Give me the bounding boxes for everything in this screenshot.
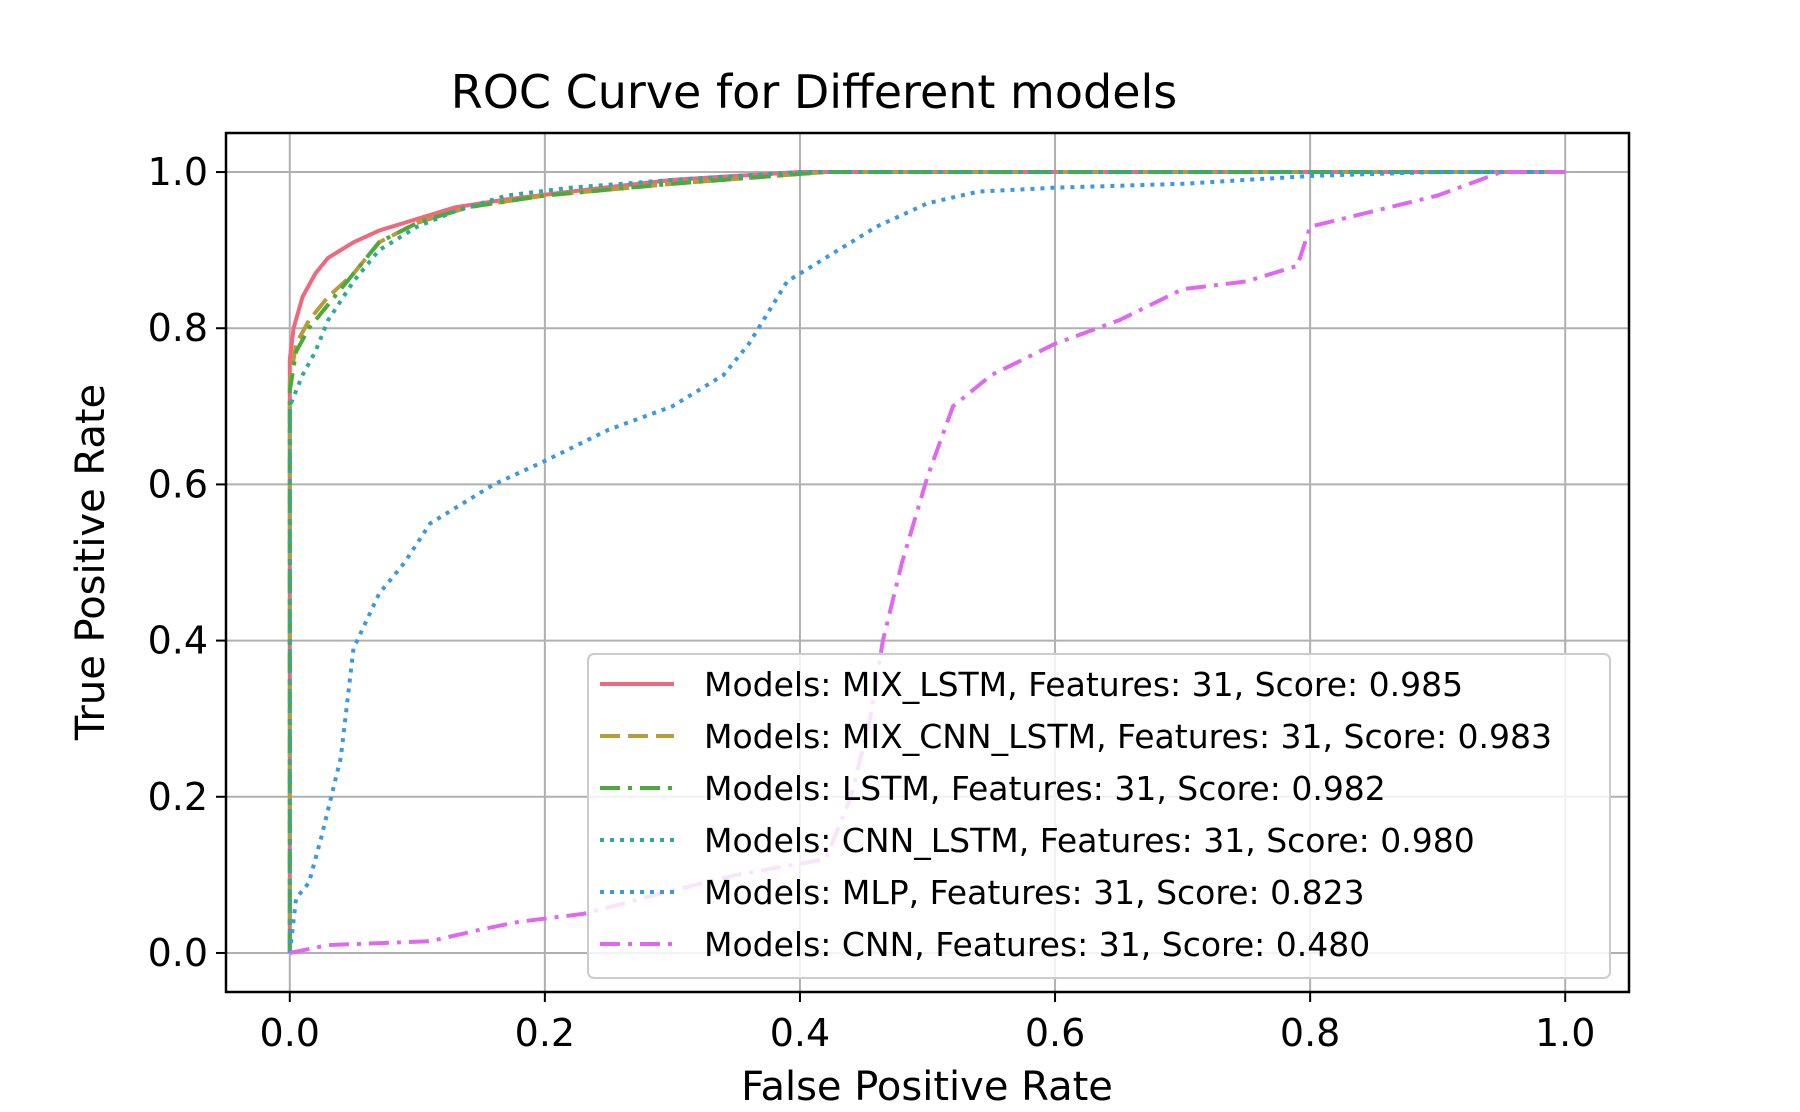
legend: Models: MIX_LSTM, Features: 31, Score: 0… <box>587 653 1611 979</box>
chart-title: ROC Curve for Different models <box>451 65 1178 119</box>
legend-entry: Models: MIX_LSTM, Features: 31, Score: 0… <box>704 665 1463 704</box>
plot-series <box>287 170 1566 955</box>
x-tick-label: 0.6 <box>1025 1011 1085 1055</box>
plot-frame <box>224 131 1631 994</box>
series-line <box>289 170 1566 955</box>
y-tick-label: 0.6 <box>148 462 208 506</box>
series-line <box>287 170 1566 953</box>
x-axis-label: False Positive Rate <box>741 1064 1113 1110</box>
axis-ticks: 0.0 0.2 0.4 0.6 0.8 1.0 0.0 0.2 0.4 0.6 0.8 1.0 <box>148 150 1596 1055</box>
x-tick-label: 0.4 <box>770 1011 830 1055</box>
x-tick-label: 0.0 <box>260 1011 320 1055</box>
y-tick-label: 0.0 <box>148 931 208 975</box>
legend-entry: Models: MLP, Features: 31, Score: 0.823 <box>704 873 1365 912</box>
legend-entry: Models: MIX_CNN_LSTM, Features: 31, Scor… <box>704 717 1552 756</box>
y-tick-label: 0.2 <box>148 775 208 819</box>
series-line <box>287 170 1566 954</box>
y-tick-label: 0.4 <box>148 619 208 663</box>
y-axis-label: True Positive Rate <box>68 384 114 741</box>
grid-lines <box>226 133 1629 992</box>
series-line <box>287 170 1566 953</box>
series-line <box>287 170 1566 953</box>
x-tick-label: 0.2 <box>515 1011 575 1055</box>
legend-entry: Models: LSTM, Features: 31, Score: 0.982 <box>704 769 1386 808</box>
legend-box <box>587 653 1611 979</box>
legend-entry: Models: CNN_LSTM, Features: 31, Score: 0… <box>704 821 1475 860</box>
y-tick-label: 0.8 <box>148 306 208 350</box>
y-tick-label: 1.0 <box>148 150 208 194</box>
x-tick-label: 1.0 <box>1535 1011 1595 1055</box>
x-tick-label: 0.8 <box>1280 1011 1340 1055</box>
legend-entry: Models: CNN, Features: 31, Score: 0.480 <box>704 925 1370 964</box>
